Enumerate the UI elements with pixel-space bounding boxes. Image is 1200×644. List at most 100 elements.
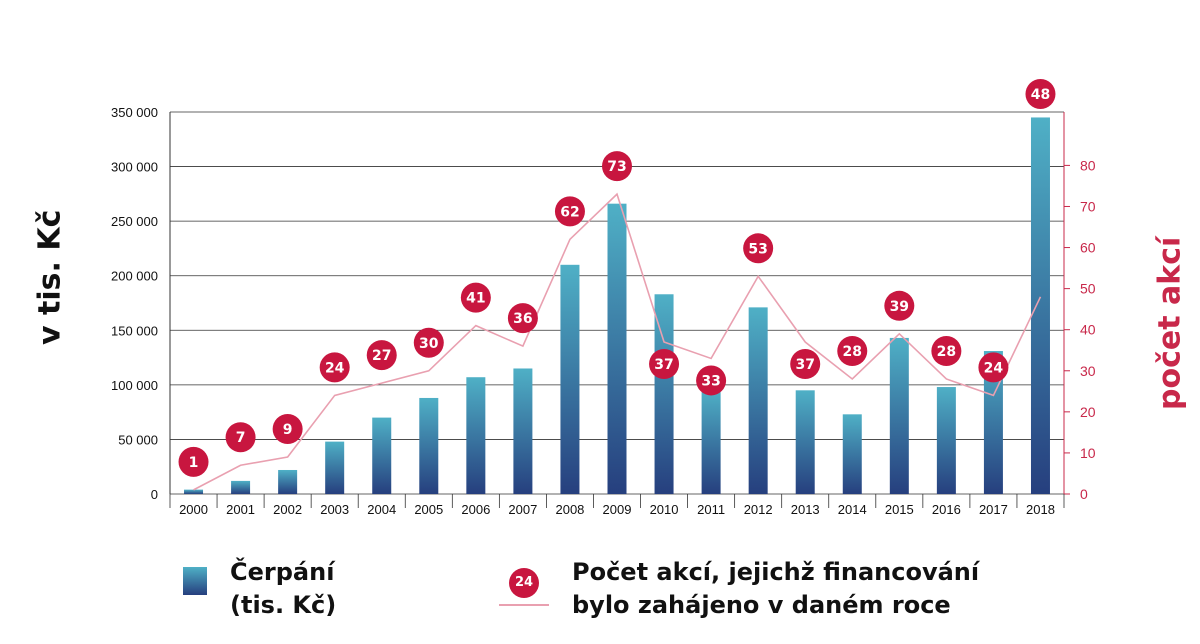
x-tick-label: 2016 (932, 502, 961, 517)
bar (654, 294, 674, 494)
x-tick-label: 2008 (555, 502, 584, 517)
data-label-badge (366, 340, 397, 371)
x-tick-label: 2009 (603, 502, 632, 517)
y2-tick-label: 10 (1080, 445, 1096, 461)
bar (231, 480, 251, 494)
bar (278, 469, 298, 494)
data-label-badge (1025, 79, 1056, 109)
data-label-text: 28 (937, 344, 956, 360)
x-tick-label: 2007 (508, 502, 537, 517)
data-label-badge (413, 327, 444, 358)
bar (607, 203, 627, 494)
y-tick-label: 150 000 (111, 323, 158, 338)
data-label-text: 24 (325, 360, 345, 376)
data-label-text: 41 (466, 291, 485, 307)
data-label-text: 62 (560, 204, 579, 220)
y-tick-label: 50 000 (118, 432, 158, 447)
data-label-badge (319, 352, 350, 383)
data-label-text: 53 (748, 241, 767, 257)
data-label-badge (460, 282, 491, 313)
y-axis-title-left: v tis. Kč (32, 209, 68, 345)
data-label: 1 (178, 446, 209, 477)
bar (325, 441, 345, 494)
bar (372, 417, 392, 494)
y-tick-label: 250 000 (111, 214, 158, 229)
data-label: 28 (837, 335, 868, 366)
data-label: 37 (649, 349, 680, 380)
bar (513, 368, 533, 494)
y-tick-label: 0 (151, 487, 158, 502)
y-tick-label: 200 000 (111, 269, 158, 284)
data-label: 39 (884, 290, 915, 321)
bar (184, 489, 204, 494)
y2-tick-label: 30 (1080, 363, 1096, 379)
data-label: 7 (225, 422, 256, 453)
data-label: 73 (602, 151, 632, 182)
data-label-badge (837, 335, 868, 366)
line-path (193, 192, 1042, 491)
bar (842, 414, 862, 494)
data-label: 24 (319, 352, 350, 383)
data-label: 36 (507, 303, 538, 334)
data-label-text: 73 (607, 159, 626, 175)
axes: 0 50 000 100 000 150 000 200 000 250 000 300 0… (111, 105, 1096, 517)
data-label-badge (978, 352, 1009, 383)
data-label: 53 (743, 233, 774, 264)
x-tick-label: 2012 (744, 502, 773, 517)
y2-tick-label: 80 (1080, 157, 1096, 173)
data-label-text: 27 (372, 348, 391, 364)
bar (936, 387, 956, 494)
legend-bar-label-2: (tis. Kč) (230, 591, 337, 619)
data-label-badge (602, 151, 632, 182)
data-label-text: 36 (513, 311, 532, 327)
data-label-text: 39 (890, 299, 909, 315)
data-label: 48 (1025, 79, 1056, 109)
x-tick-label: 2005 (414, 502, 443, 517)
data-label-badge (931, 335, 962, 366)
data-label-text: 48 (1031, 87, 1050, 103)
data-label-badge (554, 196, 585, 227)
data-label-text: 9 (283, 422, 293, 438)
data-label-badge (884, 290, 915, 321)
line-series (193, 192, 1042, 491)
y2-tick-label: 40 (1080, 322, 1096, 338)
data-label: 24 (978, 352, 1009, 383)
data-label-text: 37 (654, 357, 673, 373)
data-label: 37 (790, 349, 821, 380)
legend-line-badge: 24 (509, 568, 539, 598)
y2-tick-label: 0 (1080, 486, 1088, 502)
legend-line-label-1: Počet akcí, jejichž financování (572, 558, 980, 586)
legend-line-swatch (499, 604, 549, 606)
x-tick-label: 2003 (320, 502, 349, 517)
bar (748, 307, 768, 494)
data-label-badge (507, 303, 538, 334)
x-tick-label: 2017 (979, 502, 1008, 517)
data-label-badge (743, 233, 774, 264)
data-label-badge (272, 414, 303, 445)
data-label-text: 33 (701, 373, 720, 389)
y2-tick-label: 70 (1080, 198, 1096, 214)
bar (701, 390, 721, 494)
x-tick-label: 2000 (179, 502, 208, 517)
bar (560, 264, 580, 494)
x-tick-label: 2002 (273, 502, 302, 517)
bar (419, 397, 439, 494)
x-tick-label: 2006 (461, 502, 490, 517)
data-label: 27 (366, 340, 397, 371)
y-axis-title-right: počet akcí (1152, 236, 1188, 410)
bar (1030, 117, 1050, 494)
data-label-badge (696, 365, 727, 396)
x-tick-label: 2013 (791, 502, 820, 517)
data-label-text: 37 (795, 357, 814, 373)
data-label: 41 (460, 282, 491, 313)
data-label-text: 24 (984, 360, 1004, 376)
x-tick-label: 2015 (885, 502, 914, 517)
line-data-labels: 1 7 9 24 27 30 41 36 62 73 37 33 53 37 28 39 28 24 48 (178, 79, 1056, 477)
y-tick-label: 350 000 (111, 105, 158, 120)
data-label-badge (790, 349, 821, 380)
data-label-badge (225, 422, 256, 453)
bar (795, 390, 815, 494)
data-label: 28 (931, 335, 962, 366)
y-tick-label: 100 000 (111, 378, 158, 393)
data-label-text: 30 (419, 336, 439, 352)
